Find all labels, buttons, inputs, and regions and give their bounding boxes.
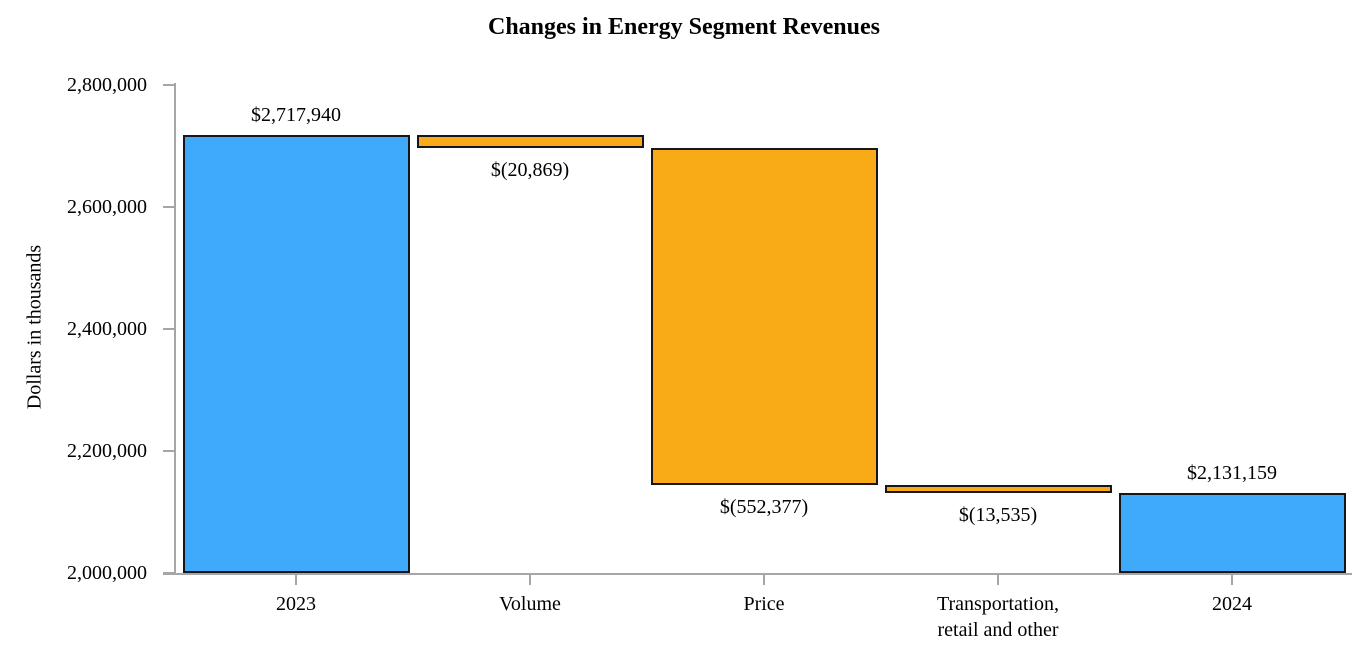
y-tick-mark bbox=[163, 572, 175, 574]
x-tick-mark bbox=[295, 575, 297, 585]
bar-2024 bbox=[1118, 492, 1346, 573]
bar-value-label: $(552,377) bbox=[719, 495, 809, 518]
x-axis-label-line: Transportation, bbox=[936, 593, 1060, 615]
y-tick-mark bbox=[163, 206, 175, 208]
y-tick-label: 2,600,000 bbox=[67, 196, 147, 218]
y-tick-mark bbox=[163, 450, 175, 452]
bar-volume bbox=[416, 135, 644, 148]
y-tick-mark bbox=[163, 84, 175, 86]
y-tick-label: 2,000,000 bbox=[67, 562, 147, 584]
x-axis-label: 2023 bbox=[176, 591, 416, 617]
x-axis-label: Price bbox=[644, 591, 884, 617]
x-tick-mark bbox=[529, 575, 531, 585]
bar-value-label: $2,131,159 bbox=[1187, 461, 1277, 484]
x-axis-line bbox=[163, 573, 1352, 575]
x-axis-label-line: retail and other bbox=[937, 619, 1059, 641]
x-tick-mark bbox=[997, 575, 999, 585]
x-axis-label-line: 2024 bbox=[1212, 593, 1252, 615]
y-tick-label: 2,800,000 bbox=[67, 74, 147, 96]
bar-value-label: $2,717,940 bbox=[251, 104, 341, 127]
bar-transportation bbox=[884, 484, 1112, 493]
x-axis-label: Transportation, retail and other bbox=[878, 591, 1118, 643]
bar-value-label: $(13,535) bbox=[958, 503, 1038, 526]
y-tick-label: 2,400,000 bbox=[67, 318, 147, 340]
x-axis-label-line: Volume bbox=[499, 593, 561, 615]
chart-title: Changes in Energy Segment Revenues bbox=[487, 14, 880, 40]
bar-2023 bbox=[182, 135, 410, 573]
y-axis-line bbox=[174, 83, 176, 575]
y-tick-mark bbox=[163, 328, 175, 330]
x-axis-label-line: 2023 bbox=[276, 593, 316, 615]
x-axis-label: Volume bbox=[410, 591, 650, 617]
x-tick-mark bbox=[763, 575, 765, 585]
y-tick-label: 2,200,000 bbox=[67, 440, 147, 462]
bar-value-label: $(20,869) bbox=[490, 158, 570, 181]
x-axis-label-line: Price bbox=[743, 593, 785, 615]
bar-price bbox=[650, 147, 878, 485]
x-tick-mark bbox=[1231, 575, 1233, 585]
x-axis-label: 2024 bbox=[1112, 591, 1352, 617]
